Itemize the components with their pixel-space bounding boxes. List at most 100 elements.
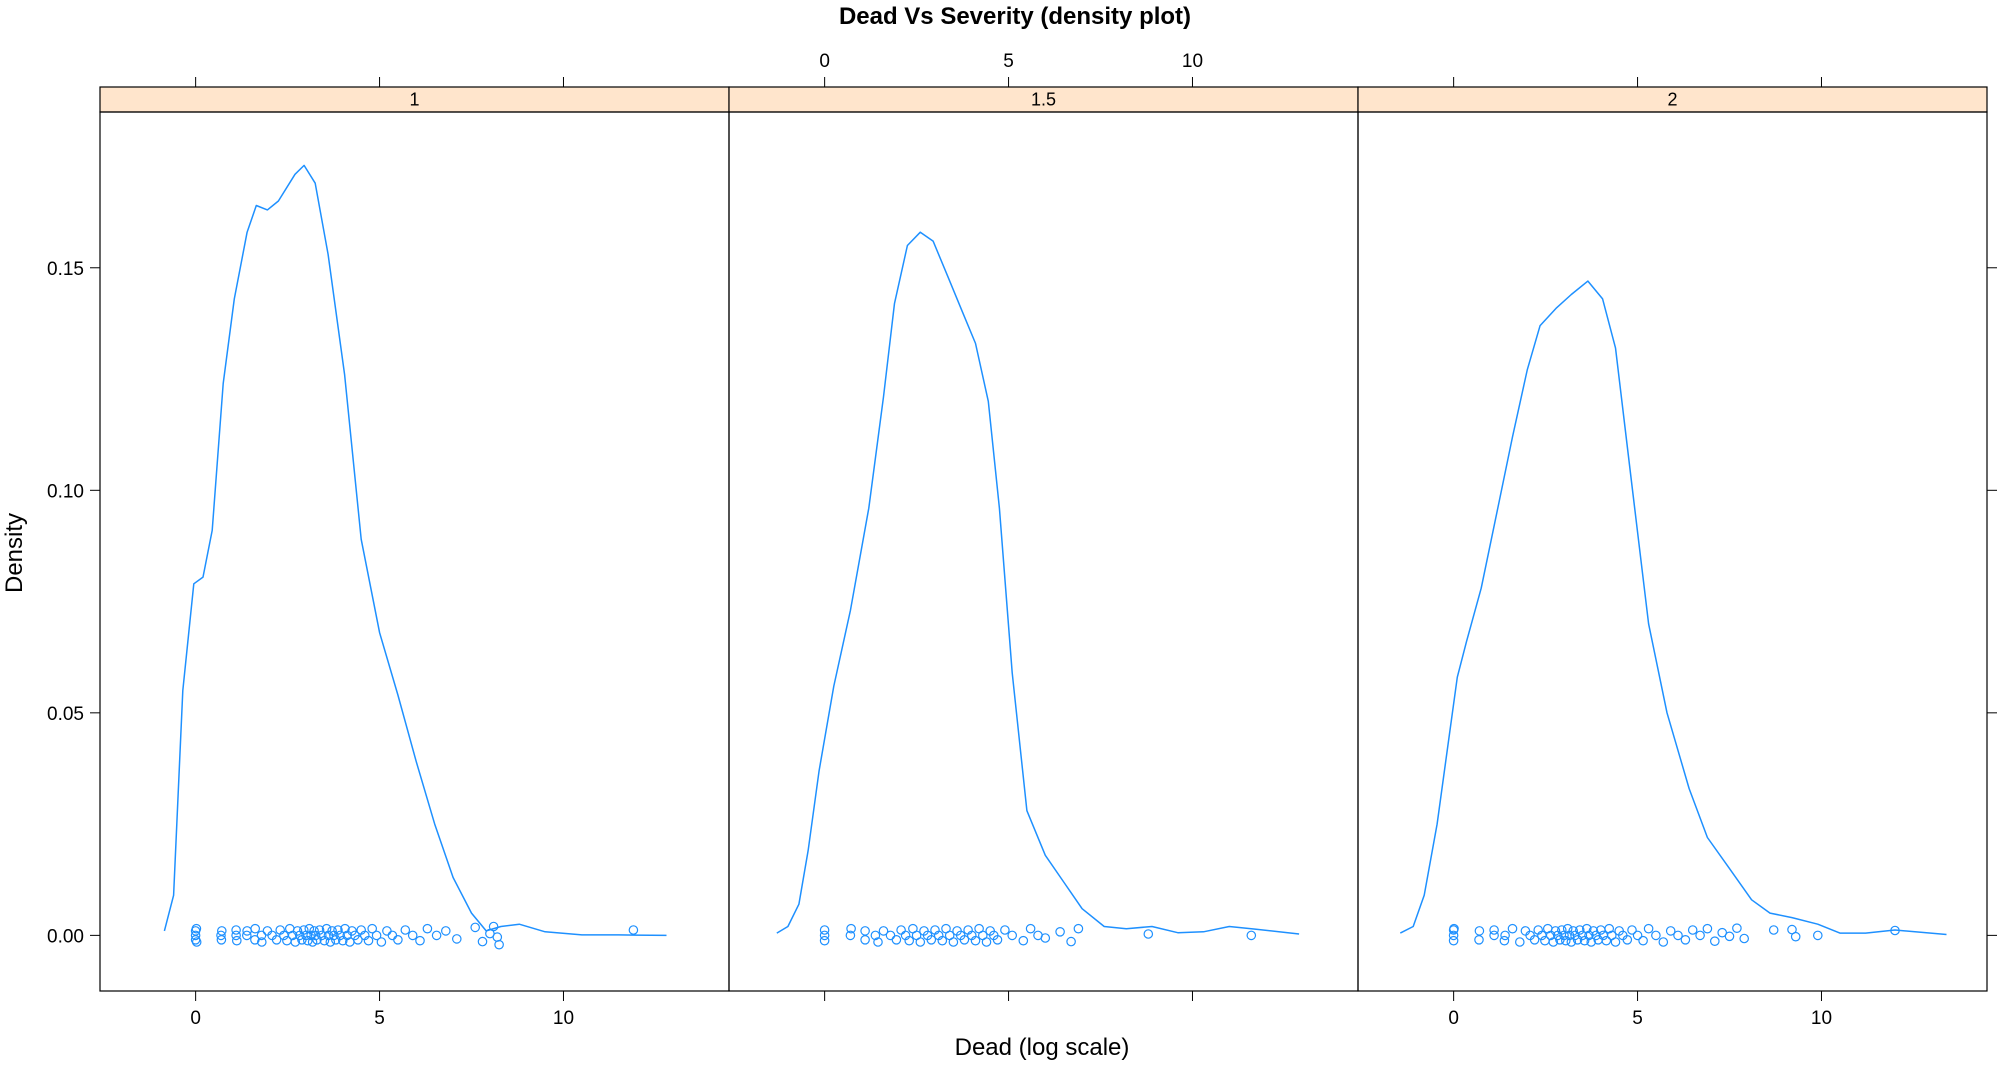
x-axis-title: Dead (log scale) [955, 1034, 1130, 1061]
rug-point [191, 923, 202, 934]
rug-point [870, 930, 881, 941]
rug-point [1449, 923, 1459, 934]
rug-point [959, 934, 970, 945]
rug-point [271, 934, 282, 945]
rug-point [970, 935, 981, 946]
rug-point [1890, 925, 1900, 936]
rug-point [1055, 926, 1065, 937]
y-tick-label: 0.15 [47, 259, 84, 280]
rug-point [1550, 926, 1561, 936]
rug-point [948, 937, 959, 947]
rug-point [371, 930, 382, 941]
rug-point [926, 934, 937, 945]
rug-point [415, 935, 425, 946]
rug-point [1710, 936, 1720, 946]
rug-point [1448, 930, 1459, 941]
rug-point [1582, 923, 1592, 934]
rug-point [1474, 926, 1485, 936]
rug-point [819, 925, 830, 935]
rug-point [896, 925, 906, 935]
rug-point [191, 937, 202, 947]
rug-point [1732, 923, 1742, 933]
rug-point [451, 934, 462, 944]
rug-point [292, 926, 303, 936]
rug-point [353, 934, 363, 945]
rug-point [363, 935, 374, 946]
rug-point [1643, 923, 1654, 934]
rug-point [846, 923, 856, 934]
rug-point [309, 926, 319, 936]
rug-point [1499, 935, 1510, 946]
rug-point [1651, 930, 1661, 941]
rug-point [1562, 923, 1573, 934]
rug-point [316, 930, 327, 941]
rug-point [1568, 926, 1578, 936]
rug-point [845, 930, 856, 941]
rug-point [477, 936, 488, 947]
rug-point [1604, 923, 1614, 934]
rug-point [1018, 935, 1029, 946]
panel-1: 10 5 10 [99, 77, 730, 1029]
rug-point [1448, 935, 1459, 946]
rug-point [470, 922, 480, 933]
x-tick-label: 5 [1632, 1008, 1643, 1029]
rug-point [1143, 929, 1154, 939]
rug-point [1246, 930, 1257, 941]
rug-point [992, 934, 1003, 945]
rug-point [231, 925, 241, 935]
rug-point [431, 930, 442, 941]
rug-point [327, 926, 337, 936]
rug-point [367, 923, 377, 934]
panel-frame [1357, 111, 1988, 992]
rug-point [231, 930, 241, 941]
rug-point [860, 926, 870, 936]
rug-point [1687, 925, 1698, 935]
rug-point [904, 935, 914, 946]
panel-2: 1.5 0 5 10 [728, 51, 1359, 1001]
density-line [776, 231, 1300, 935]
rug-point [1790, 931, 1801, 942]
rug-point [488, 921, 499, 932]
rug-point [1586, 937, 1596, 947]
rug-point [628, 925, 639, 935]
rug-point [314, 925, 325, 935]
panel-frame [728, 111, 1359, 992]
panel-strip-label: 1.5 [1031, 90, 1056, 110]
panel-strip-label: 2 [1667, 90, 1677, 110]
x-tick-label-top: 5 [1003, 51, 1014, 72]
rug-point [1591, 930, 1601, 941]
panel-frame [99, 111, 730, 992]
x-tick-label-top: 0 [819, 51, 830, 72]
rug-point [1577, 930, 1588, 941]
density-line [1399, 280, 1947, 936]
rug-point [1007, 930, 1017, 941]
rug-point [1724, 931, 1735, 942]
rug-point [915, 937, 926, 947]
rug-point [494, 939, 504, 950]
rug-point [1673, 930, 1683, 941]
rug-point [885, 930, 896, 941]
rug-point [1507, 923, 1518, 934]
rug-point [1632, 930, 1643, 941]
rug-point [1489, 925, 1499, 935]
rug-point [1813, 930, 1823, 941]
x-tick-label: 10 [1811, 1008, 1832, 1029]
rug-point [1529, 934, 1540, 945]
rug-point [216, 930, 226, 941]
y-axis-title: Density [1, 513, 28, 593]
y-tick-label: 0.00 [47, 926, 84, 947]
rug-point [242, 930, 252, 941]
rug-point [1515, 937, 1525, 947]
chart-title: Dead Vs Severity (density plot) [839, 3, 1191, 30]
rug-point [1000, 925, 1010, 935]
rug-point [1575, 925, 1585, 935]
rug-point [387, 930, 398, 941]
rug-point [981, 937, 992, 947]
panel-strip [728, 86, 1359, 113]
rug-point [256, 930, 267, 941]
rug-point [1658, 937, 1669, 947]
rug-point [335, 930, 345, 941]
rug-point [1474, 934, 1484, 945]
rug-point [407, 930, 418, 941]
